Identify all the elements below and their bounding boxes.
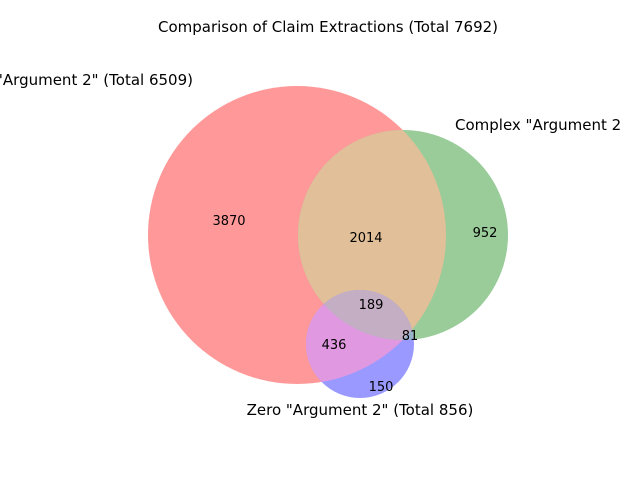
region-label-simple-zero: 436	[322, 338, 347, 353]
region-label-complex-zero: 81	[402, 329, 419, 344]
set-label-zero: Zero "Argument 2" (Total 856)	[247, 401, 474, 419]
region-label-simple-only: 3870	[212, 214, 245, 229]
set-label-simple: "Argument 2" (Total 6509)	[0, 71, 193, 89]
region-label-simple-complex: 2014	[349, 231, 382, 246]
region-label-zero-only: 150	[369, 380, 394, 395]
region-label-complex-only: 952	[473, 226, 498, 241]
overlap-simple-complex	[298, 130, 446, 340]
region-label-all-three: 189	[359, 298, 384, 313]
set-label-complex: Complex "Argument 2	[455, 116, 621, 134]
diagram-title: Comparison of Claim Extractions (Total 7…	[158, 18, 498, 36]
